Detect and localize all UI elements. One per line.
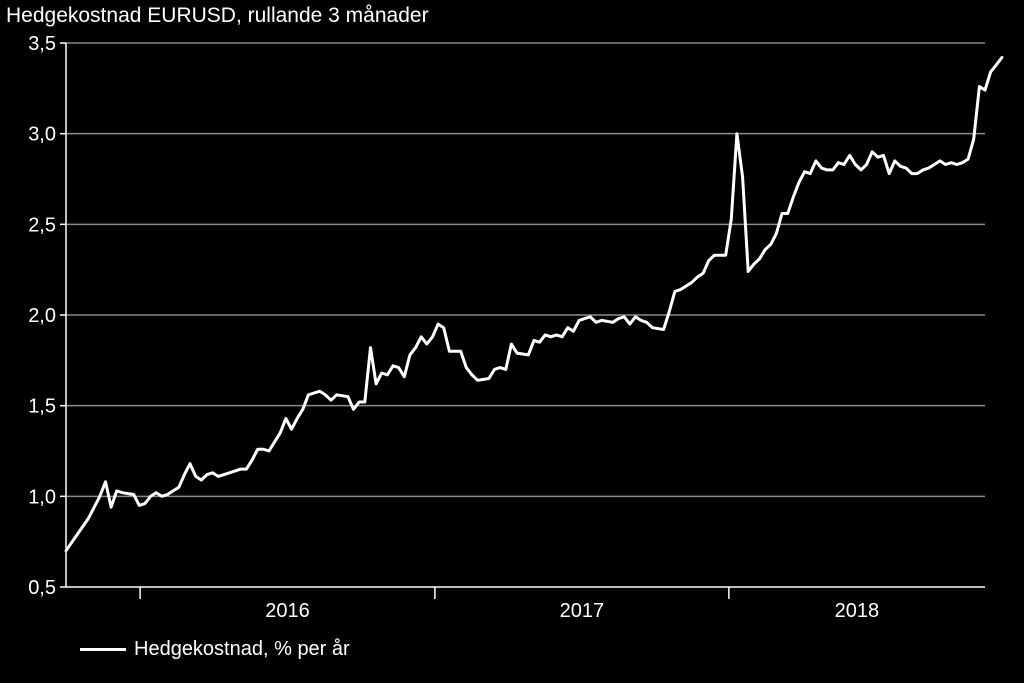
y-tick-label: 1,5 bbox=[28, 396, 56, 418]
y-tick-label: 2,5 bbox=[28, 214, 56, 236]
axes bbox=[60, 42, 985, 599]
y-tick-label: 0,5 bbox=[28, 577, 56, 599]
grid-lines bbox=[66, 42, 985, 498]
x-tick-labels: 2016 2017 2018 bbox=[265, 600, 879, 622]
y-tick-label: 3,0 bbox=[28, 124, 56, 146]
y-tick-labels: 0,5 1,0 1,5 2,0 2,5 3,0 3,5 bbox=[28, 33, 56, 599]
legend: Hedgekostnad, % per år bbox=[80, 636, 350, 662]
series-line-0 bbox=[64, 56, 1004, 553]
x-tick-label: 2016 bbox=[265, 600, 310, 622]
x-tick-label: 2018 bbox=[835, 600, 880, 622]
series-lines bbox=[64, 56, 1004, 553]
legend-line-swatch bbox=[80, 647, 126, 651]
chart-title: Hedgekostnad EURUSD, rullande 3 månader bbox=[6, 4, 429, 27]
legend-label: Hedgekostnad, % per år bbox=[134, 637, 350, 660]
y-tick-label: 2,0 bbox=[28, 305, 56, 327]
y-tick-label: 1,0 bbox=[28, 486, 56, 508]
y-tick-label: 3,5 bbox=[28, 33, 56, 55]
x-tick-label: 2017 bbox=[560, 600, 605, 622]
